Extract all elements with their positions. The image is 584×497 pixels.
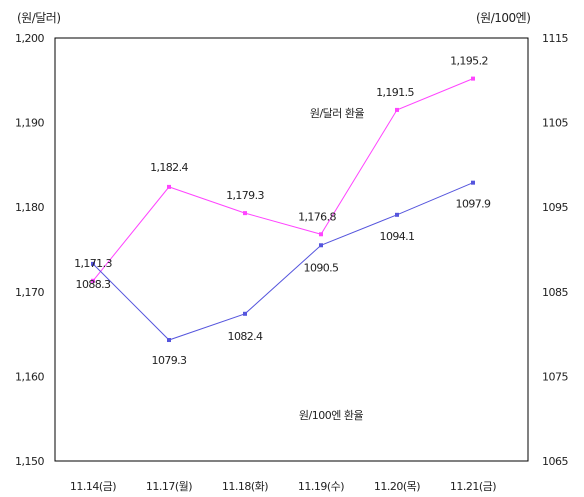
data-point	[243, 211, 247, 216]
data-label: 1097.9	[456, 198, 491, 211]
x-tick-labels: 11.14(금) 11.17(월) 11.18(화) 11.19(수) 11.20(목)…	[70, 480, 497, 493]
data-labels: 1,171.3 1,182.4 1,179.3 1,176.8 1,191.5 1,195…	[74, 55, 492, 367]
right-tick-label: 1065	[542, 455, 568, 468]
data-label: 1,179.3	[226, 189, 264, 202]
series-labels: 원/달러 환율원/100엔 환율	[299, 107, 365, 422]
data-point	[91, 278, 95, 283]
series-line-jpy	[92, 182, 474, 341]
tick-labels: 1,150 1,160 1,170 1,180 1,190 1,200 1065 1075 10…	[15, 11, 569, 468]
data-point	[395, 107, 399, 112]
axes	[54, 37, 529, 462]
data-label: 1082.4	[228, 330, 263, 343]
right-tick-label: 1085	[542, 286, 568, 299]
right-axis-unit-label: (원/100엔)	[476, 11, 530, 25]
data-label: 1079.3	[152, 354, 187, 367]
data-point	[319, 232, 323, 237]
data-label: 1,182.4	[150, 161, 188, 174]
series-label-jpy: 원/100엔 환율	[299, 409, 364, 422]
right-tick-label: 1115	[542, 32, 568, 45]
series-line-usd	[92, 78, 474, 282]
data-label: 1090.5	[304, 261, 339, 274]
right-tick-label: 1075	[542, 370, 568, 383]
series-label-usd: 원/달러 환율	[310, 107, 365, 120]
left-tick-label: 1,150	[15, 455, 44, 468]
data-point	[91, 261, 95, 266]
x-tick-label: 11.14(금)	[70, 480, 116, 493]
series-lines	[92, 78, 474, 341]
data-point	[395, 212, 399, 217]
data-label: 1,171.3	[74, 257, 112, 270]
left-axis-unit-label: (원/달러)	[17, 11, 61, 25]
x-tick-label: 11.17(월)	[146, 480, 192, 493]
plot-frame	[54, 37, 529, 462]
x-tick-label: 11.19(수)	[298, 480, 344, 493]
data-label: 1094.1	[380, 230, 415, 243]
x-tick-label: 11.18(화)	[222, 480, 268, 493]
data-label: 1,191.5	[376, 86, 414, 99]
x-tick-label: 11.21(금)	[450, 480, 496, 493]
left-tick-label: 1,160	[15, 370, 44, 383]
data-point	[167, 184, 171, 189]
series-points	[91, 76, 475, 343]
x-tick-label: 11.20(목)	[374, 480, 420, 493]
data-label: 1,195.2	[450, 55, 488, 68]
data-point	[319, 243, 323, 248]
right-tick-label: 1095	[542, 201, 568, 214]
data-point	[243, 311, 247, 316]
data-label: 1,176.8	[298, 210, 336, 223]
left-tick-label: 1,190	[15, 117, 44, 130]
left-tick-label: 1,180	[15, 201, 44, 214]
data-point	[167, 338, 171, 343]
data-point	[471, 180, 475, 185]
left-tick-label: 1,170	[15, 286, 44, 299]
data-point	[471, 76, 475, 81]
left-tick-label: 1,200	[15, 32, 44, 45]
data-label: 1088.3	[76, 278, 111, 291]
right-tick-label: 1105	[542, 117, 568, 130]
